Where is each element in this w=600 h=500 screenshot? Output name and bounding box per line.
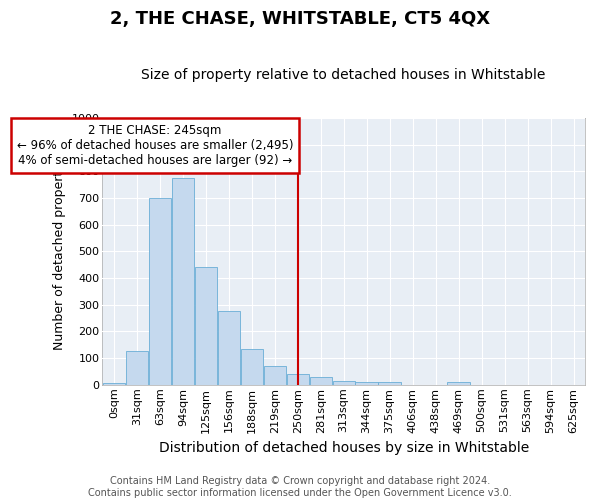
Bar — [218, 312, 240, 385]
Bar — [103, 383, 125, 385]
Bar — [355, 382, 378, 385]
Text: Contains HM Land Registry data © Crown copyright and database right 2024.
Contai: Contains HM Land Registry data © Crown c… — [88, 476, 512, 498]
Bar — [448, 382, 470, 385]
X-axis label: Distribution of detached houses by size in Whitstable: Distribution of detached houses by size … — [158, 441, 529, 455]
Bar — [194, 268, 217, 385]
Bar — [379, 382, 401, 385]
Bar — [125, 350, 148, 385]
Bar — [149, 198, 171, 385]
Text: 2, THE CHASE, WHITSTABLE, CT5 4QX: 2, THE CHASE, WHITSTABLE, CT5 4QX — [110, 10, 490, 28]
Title: Size of property relative to detached houses in Whitstable: Size of property relative to detached ho… — [142, 68, 546, 82]
Bar — [287, 374, 309, 385]
Bar — [241, 349, 263, 385]
Bar — [332, 381, 355, 385]
Text: 2 THE CHASE: 245sqm
← 96% of detached houses are smaller (2,495)
4% of semi-deta: 2 THE CHASE: 245sqm ← 96% of detached ho… — [17, 124, 293, 167]
Y-axis label: Number of detached properties: Number of detached properties — [53, 153, 66, 350]
Bar — [172, 178, 194, 385]
Bar — [310, 378, 332, 385]
Bar — [263, 366, 286, 385]
